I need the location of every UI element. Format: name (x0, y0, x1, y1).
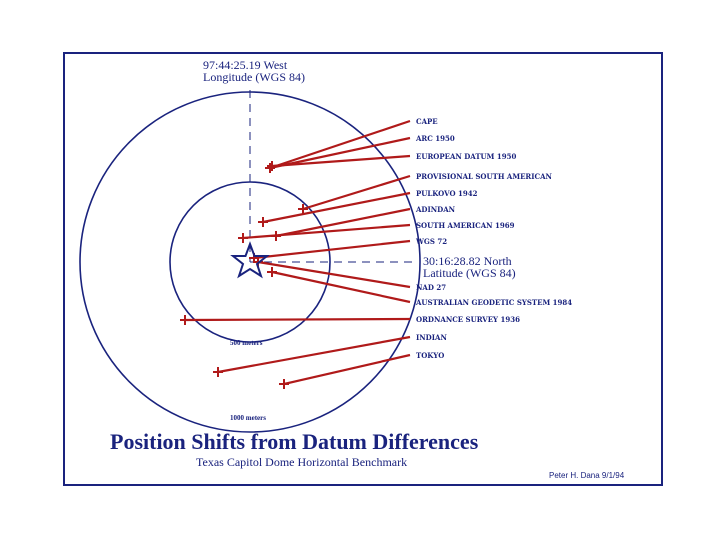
position-cross-pulkovo-1942 (258, 217, 268, 227)
latitude-value: 30:16:28.82 North (423, 254, 512, 268)
position-cross-provisional-south-american (298, 204, 308, 214)
datum-label-australian-geodetic-system-1984: AUSTRALIAN GEODETIC SYSTEM 1984 (415, 298, 572, 307)
shift-line-provisional-south-american (302, 174, 411, 211)
position-cross-european-datum-1950 (267, 161, 277, 171)
position-cross-australian-geodetic-system-1984 (267, 267, 277, 277)
position-cross-arc-1950 (265, 163, 275, 173)
datum-label-pulkovo-1942: PULKOVO 1942 (416, 189, 478, 198)
shift-line-tokyo (283, 353, 411, 386)
datum-labels: CAPE ARC 1950 EUROPEAN DATUM 1950 PROVISION… (415, 117, 572, 360)
datum-label-ordnance-survey-1936: ORDNANCE SURVEY 1936 (416, 315, 520, 324)
reference-star-icon (230, 241, 270, 279)
shift-line-cape (269, 119, 411, 170)
shift-line-indian (217, 335, 411, 374)
position-cross-south-american-1969 (238, 233, 248, 243)
position-cross-indian (213, 367, 223, 377)
shift-line-european-datum-1950 (271, 154, 411, 168)
shift-lines (184, 119, 411, 386)
shift-line-australian-geodetic-system-1984 (271, 270, 411, 304)
ring-1000m-label: 1000 meters (230, 414, 266, 422)
shift-line-south-american-1969 (242, 223, 411, 240)
datum-label-indian: INDIAN (416, 333, 447, 342)
latitude-caption: Latitude (WGS 84) (423, 266, 516, 280)
datum-label-european-datum-1950: EUROPEAN DATUM 1950 (416, 152, 516, 161)
shift-line-pulkovo-1942 (262, 191, 411, 224)
datum-label-provisional-south-american: PROVISIONAL SOUTH AMERICAN (416, 172, 553, 181)
ring-500m-label: 500 meters (230, 339, 263, 347)
datum-label-nad-27: NAD 27 (416, 283, 446, 292)
longitude-caption: Longitude (WGS 84) (203, 70, 305, 84)
shift-line-nad-27 (257, 260, 411, 289)
position-cross-adindan (271, 231, 281, 241)
author-credit: Peter H. Dana 9/1/94 (549, 471, 625, 480)
shift-line-ordnance-survey-1936 (184, 317, 411, 322)
datum-label-wgs-72: WGS 72 (415, 237, 447, 246)
position-cross-ordnance-survey-1936 (180, 315, 190, 325)
datum-label-cape: CAPE (416, 117, 438, 126)
longitude-value: 97:44:25.19 West (203, 58, 288, 72)
datum-label-adindan: ADINDAN (415, 205, 456, 214)
datum-label-arc-1950: ARC 1950 (415, 134, 455, 143)
position-cross-tokyo (279, 379, 289, 389)
shift-line-wgs-72 (253, 239, 411, 260)
page-subtitle: Texas Capitol Dome Horizontal Benchmark (196, 455, 407, 469)
shift-line-adindan (275, 207, 411, 238)
page-title: Position Shifts from Datum Differences (110, 429, 479, 454)
datum-label-south-american-1969: SOUTH AMERICAN 1969 (416, 221, 515, 230)
datum-label-tokyo: TOKYO (416, 351, 444, 360)
shift-line-arc-1950 (269, 136, 411, 170)
diagram-frame (63, 52, 663, 486)
